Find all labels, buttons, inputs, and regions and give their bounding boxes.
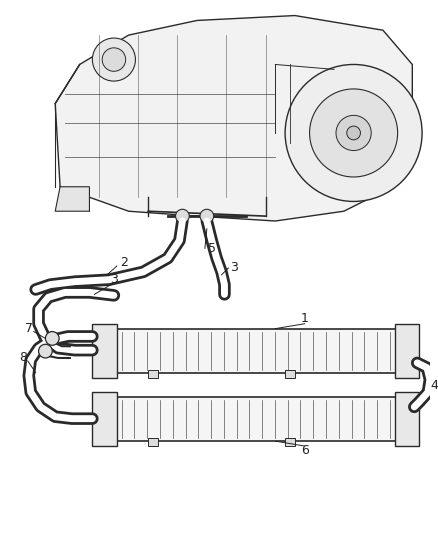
FancyBboxPatch shape (92, 324, 117, 377)
FancyBboxPatch shape (92, 392, 117, 446)
Circle shape (102, 48, 126, 71)
FancyBboxPatch shape (285, 438, 295, 446)
Text: 3: 3 (110, 273, 118, 286)
Text: 3: 3 (230, 262, 238, 274)
Text: 2: 2 (120, 256, 127, 269)
Polygon shape (55, 187, 89, 211)
Circle shape (336, 115, 371, 150)
FancyBboxPatch shape (114, 397, 398, 441)
Circle shape (176, 209, 189, 223)
FancyBboxPatch shape (148, 370, 158, 377)
Circle shape (347, 126, 360, 140)
Circle shape (39, 344, 52, 358)
Text: 1: 1 (301, 312, 309, 325)
FancyBboxPatch shape (285, 370, 295, 377)
Text: 8: 8 (19, 351, 27, 365)
Circle shape (92, 38, 135, 81)
Circle shape (310, 89, 398, 177)
Text: 7: 7 (25, 322, 33, 335)
FancyBboxPatch shape (148, 438, 158, 446)
Text: 4: 4 (431, 379, 438, 392)
Circle shape (200, 209, 214, 223)
Text: 5: 5 (208, 242, 216, 255)
Polygon shape (55, 15, 412, 221)
FancyBboxPatch shape (114, 329, 398, 373)
Circle shape (285, 64, 422, 201)
FancyBboxPatch shape (395, 392, 419, 446)
FancyBboxPatch shape (395, 324, 419, 377)
Circle shape (46, 332, 59, 345)
Text: 6: 6 (301, 445, 309, 457)
